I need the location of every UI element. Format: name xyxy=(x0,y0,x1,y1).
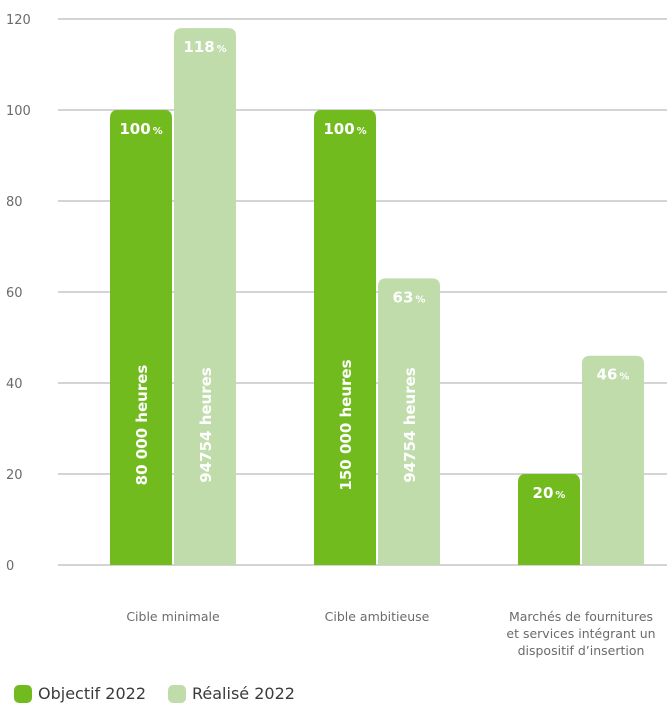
legend-swatch-objectif xyxy=(14,684,32,703)
bar-realise-0 xyxy=(174,28,236,566)
bar-value-label-1-1: 63% xyxy=(393,288,426,306)
bar-value-label-0-2: 20% xyxy=(533,484,566,502)
bar-value-label-1-2: 46% xyxy=(597,366,630,384)
y-tick-label-0: 0 xyxy=(6,559,14,574)
x-category-label-0: Cible minimale xyxy=(126,609,220,624)
legend: Objectif 2022 Réalisé 2022 xyxy=(14,684,295,703)
legend-label-objectif: Objectif 2022 xyxy=(38,684,146,703)
legend-swatch-realise xyxy=(168,684,186,703)
bar-objectif-1 xyxy=(314,110,376,565)
bar-inner-label-1-0: 94754 heures xyxy=(197,367,215,483)
bar-chart: 0 20 40 60 80 100 120 100 % 80 000 heures 118 % 9475… xyxy=(6,13,667,658)
x-category-label-1: Cible ambitieuse xyxy=(325,609,430,624)
legend-label-realise: Réalisé 2022 xyxy=(192,684,295,703)
bar-realise-2 xyxy=(582,355,644,565)
bar-value-label-0-0: 100% xyxy=(119,120,162,138)
y-tick-label-80: 80 xyxy=(6,195,23,210)
bar-value-label-1-0: 118% xyxy=(183,38,226,56)
bar-objectif-0 xyxy=(110,110,172,565)
y-tick-label-120: 120 xyxy=(6,13,31,28)
bar-inner-label-0-0: 80 000 heures xyxy=(133,365,151,486)
bar-realise-1 xyxy=(378,278,440,565)
y-tick-label-100: 100 xyxy=(6,104,31,119)
y-tick-label-20: 20 xyxy=(6,468,23,483)
y-tick-label-60: 60 xyxy=(6,286,23,301)
legend-item-objectif: Objectif 2022 xyxy=(14,684,146,703)
bar-value-label-0-1: 100% xyxy=(323,120,366,138)
legend-item-realise: Réalisé 2022 xyxy=(168,684,295,703)
bar-inner-label-1-1: 94754 heures xyxy=(401,367,419,483)
bar-objectif-2 xyxy=(518,474,580,565)
x-category-label-2: Marchés de fournitures et services intégr… xyxy=(506,609,655,658)
bar-inner-label-0-1: 150 000 heures xyxy=(337,359,355,490)
y-tick-label-40: 40 xyxy=(6,377,23,392)
